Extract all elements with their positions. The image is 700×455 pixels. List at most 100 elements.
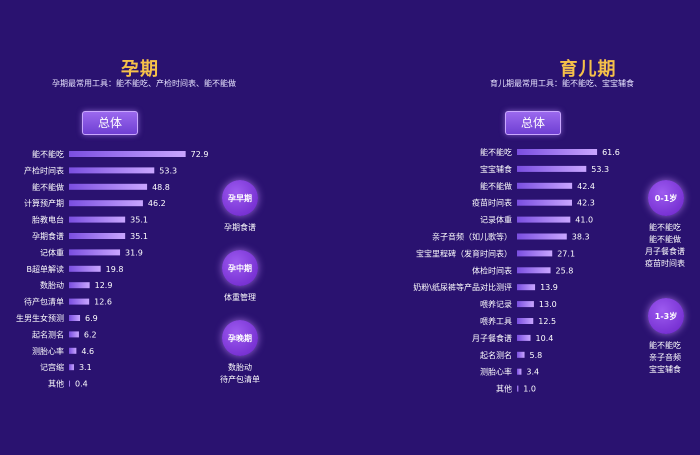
bar <box>517 351 525 358</box>
category-label: 记宫缩 <box>40 362 64 372</box>
stage-caption-1-3: 能不能吃 亲子音频 宝宝辅食 <box>632 340 698 376</box>
stage-circle-early[interactable]: 孕早期 <box>222 180 258 216</box>
left-overall-tab[interactable]: 总体 <box>82 111 138 135</box>
bar <box>517 165 587 172</box>
value-label: 41.0 <box>575 216 593 225</box>
value-label: 3.4 <box>526 368 539 377</box>
bar <box>517 284 536 291</box>
value-label: 31.9 <box>125 248 143 257</box>
category-label: 疫苗时间表 <box>472 198 512 208</box>
category-label: 计算预产期 <box>24 198 64 208</box>
caption-line: 能不能做 <box>649 235 681 244</box>
value-label: 12.9 <box>95 281 113 290</box>
caption-line: 数胎动 <box>228 363 252 372</box>
bar <box>517 267 551 274</box>
bar <box>517 368 522 375</box>
category-label: 能不能吃 <box>32 149 64 159</box>
left-subtitle: 孕期最常用工具：能不能吃、产检时间表、能不能做 <box>52 79 236 88</box>
stage-caption-late: 数胎动 待产包清单 <box>205 362 275 386</box>
value-label: 12.5 <box>538 317 556 326</box>
category-label: 奶粉\纸尿裤等产品对比测评 <box>413 282 512 292</box>
value-label: 72.9 <box>191 150 209 159</box>
stage-circle-mid[interactable]: 孕中期 <box>222 250 258 286</box>
category-label: 宝宝辅食 <box>480 164 512 174</box>
category-label: 起名测名 <box>32 329 64 339</box>
bar <box>517 385 519 392</box>
bar <box>517 199 572 206</box>
value-label: 6.9 <box>85 314 98 323</box>
caption-line: 孕期食谱 <box>224 223 256 232</box>
bar <box>69 331 79 338</box>
bar <box>69 282 90 289</box>
category-label: 数胎动 <box>40 280 64 290</box>
value-label: 35.1 <box>130 216 148 225</box>
left-title: 孕期 <box>121 59 159 80</box>
stage-circle-0-1[interactable]: 0-1岁 <box>648 180 684 216</box>
category-label: 生男生女预测 <box>16 313 64 323</box>
stage-circle-1-3[interactable]: 1-3岁 <box>648 298 684 334</box>
value-label: 13.9 <box>540 283 558 292</box>
right-title: 育儿期 <box>559 59 617 80</box>
value-label: 0.4 <box>75 380 88 389</box>
bar <box>517 301 534 308</box>
value-label: 42.3 <box>577 199 595 208</box>
category-label: 产检时间表 <box>24 165 64 175</box>
value-label: 48.8 <box>152 183 170 192</box>
category-label: 起名测名 <box>480 350 512 360</box>
category-label: 能不能做 <box>480 181 512 191</box>
value-label: 1.0 <box>523 385 536 394</box>
bar <box>517 182 573 189</box>
bar <box>69 265 101 272</box>
caption-line: 待产包清单 <box>220 375 260 384</box>
bar <box>69 167 155 174</box>
caption-line: 疫苗时间表 <box>645 259 685 268</box>
value-label: 10.4 <box>536 334 554 343</box>
caption-line: 月子餐食谱 <box>645 247 685 256</box>
bar <box>69 233 126 239</box>
category-label: 亲子音频（如儿歌等） <box>432 232 512 242</box>
category-label: 能不能吃 <box>480 147 512 157</box>
stage-caption-0-1: 能不能吃 能不能做 月子餐食谱 疫苗时间表 <box>632 222 698 270</box>
value-label: 6.2 <box>84 330 97 339</box>
bar <box>69 216 126 223</box>
caption-line: 体重管理 <box>224 293 256 302</box>
bar <box>69 249 121 256</box>
category-label: 其他 <box>496 384 512 394</box>
bar <box>69 151 186 157</box>
value-label: 53.3 <box>591 165 609 174</box>
bar <box>69 200 143 207</box>
category-label: B超单解读 <box>27 264 65 274</box>
category-label: 胎教电台 <box>32 215 64 225</box>
bar <box>69 298 90 305</box>
bar <box>517 149 598 155</box>
value-label: 3.1 <box>79 363 92 372</box>
stage-caption-early: 孕期食谱 <box>210 222 270 234</box>
value-label: 61.6 <box>602 148 620 157</box>
value-label: 35.1 <box>130 232 148 241</box>
category-label: 宝宝里程碑（发育时间表） <box>416 248 512 258</box>
bar <box>517 318 534 324</box>
category-label: 其他 <box>48 379 64 389</box>
caption-line: 能不能吃 <box>649 223 681 232</box>
bar <box>517 216 571 223</box>
category-label: 孕期食谱 <box>32 231 64 241</box>
bar <box>517 250 553 257</box>
bar <box>69 315 81 321</box>
category-label: 月子餐食谱 <box>472 333 512 343</box>
value-label: 12.6 <box>94 298 112 307</box>
value-label: 19.8 <box>106 265 124 274</box>
right-subtitle: 育儿期最常用工具：能不能吃、宝宝辅食 <box>490 79 634 88</box>
category-label: 待产包清单 <box>24 297 64 307</box>
category-label: 记体重 <box>40 247 64 257</box>
stage-circle-late[interactable]: 孕晚期 <box>222 320 258 356</box>
right-overall-tab[interactable]: 总体 <box>505 111 561 135</box>
category-label: 测胎心率 <box>480 367 512 377</box>
bar <box>517 334 531 341</box>
value-label: 42.4 <box>577 182 595 191</box>
bar <box>69 183 148 190</box>
category-label: 记录体重 <box>480 215 512 225</box>
category-label: 测胎心率 <box>32 346 64 356</box>
